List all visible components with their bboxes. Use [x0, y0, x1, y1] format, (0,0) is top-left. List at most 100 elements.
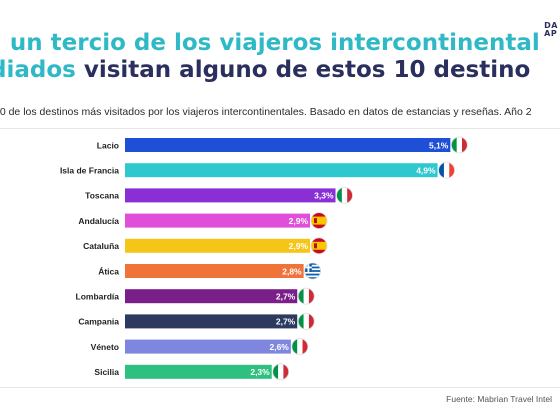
flag-stripe: [308, 288, 315, 305]
flag-cross: [307, 263, 310, 272]
flag-ring: [438, 161, 455, 179]
category-label: Andalucía: [78, 216, 119, 226]
headline-rest: visitan alguno de estos 10 destino: [75, 57, 531, 83]
flag-body: [304, 263, 321, 279]
flag-stripe: [304, 266, 321, 269]
headline: i un tercio de los viajeros intercontine…: [0, 30, 560, 84]
value-label: 2,8%: [282, 266, 302, 276]
flag-stripe: [304, 273, 321, 276]
flag-ring: [291, 338, 309, 356]
flag-stripe: [449, 162, 455, 179]
flag-stripe: [311, 216, 327, 225]
flag-ring: [297, 287, 315, 305]
category-label: Lombardía: [76, 292, 120, 302]
flag-icon-italy: [297, 312, 315, 330]
logo-line-2: AP: [544, 29, 558, 38]
flag-icon-italy: [297, 287, 315, 305]
flag-emblem: [314, 218, 317, 224]
value-label: 4,9%: [416, 166, 436, 176]
flag-stripe: [303, 288, 310, 305]
flag-ring: [310, 212, 328, 229]
flag-ring: [272, 363, 290, 381]
flag-ring: [304, 262, 322, 280]
category-label: Isla de Francia: [60, 166, 119, 176]
bar-2: [125, 163, 438, 178]
headline-line-2: diados visitan alguno de estos 10 destin…: [0, 57, 560, 84]
category-label: Ática: [98, 266, 119, 276]
flag-stripe: [462, 137, 468, 153]
flag-icon-spain: [310, 212, 328, 229]
source-note: Fuente: Mabrian Travel Intel: [446, 394, 552, 404]
headline-accent-1: un tercio de los viajeros intercontinent…: [9, 30, 540, 56]
flag-stripe: [302, 338, 308, 355]
value-label: 2,3%: [250, 367, 270, 377]
bar-4: [125, 213, 310, 228]
value-label: 5,1%: [429, 140, 449, 150]
bar-5: [125, 238, 310, 253]
value-label: 2,7%: [276, 292, 296, 302]
flag-stripe: [303, 313, 310, 330]
flag-stripe: [308, 313, 315, 330]
bar-8: [125, 314, 298, 329]
flag-ring: [310, 237, 328, 255]
bar-chart: Lacio 5,1% Isla de Francia 4,9% Toscana 3,3% A…: [60, 136, 468, 381]
flag-body: [311, 237, 327, 254]
flag-icon-greece: [304, 262, 322, 280]
headline-line-1: i un tercio de los viajeros intercontine…: [0, 30, 560, 57]
category-label: Véneto: [91, 342, 119, 352]
flag-stripe: [272, 363, 279, 380]
flag-body: [336, 187, 353, 204]
flag-stripe: [297, 338, 303, 355]
bar-10: [125, 364, 272, 379]
chart-area: Lacio 5,1% Isla de Francia 4,9% Toscana 3,3% A…: [0, 128, 560, 388]
flag-body: [438, 162, 455, 179]
logo-line-1: DA: [544, 21, 558, 30]
flag-stripe: [341, 187, 348, 204]
flag-stripe: [336, 187, 343, 204]
value-label: 2,9%: [289, 241, 309, 251]
flag-body: [298, 288, 315, 305]
flag-stripe: [304, 277, 321, 279]
flag-icon-italy: [450, 136, 468, 154]
value-label: 2,9%: [289, 216, 309, 226]
flag-body: [311, 212, 327, 229]
flag-body: [291, 338, 308, 355]
flag-stripe: [304, 270, 321, 272]
bar-9: [125, 339, 291, 354]
value-label: 2,7%: [276, 317, 296, 327]
flag-ring: [336, 187, 353, 204]
flag-icon-italy: [272, 363, 290, 381]
flag-ring: [450, 136, 468, 154]
flag-stripe: [451, 137, 457, 153]
subtitle-text: 10 de los destinos más visitados por los…: [0, 106, 532, 118]
bar-7: [125, 289, 298, 304]
flag-stripe: [298, 313, 304, 330]
bar-3: [125, 188, 336, 203]
flag-body: [272, 363, 289, 380]
bar-1: [125, 138, 451, 152]
bar-6: [125, 264, 304, 278]
flag-stripe: [438, 162, 445, 179]
flag-emblem: [314, 243, 317, 249]
flag-stripe: [443, 162, 450, 179]
headline-accent-2: diados: [0, 57, 76, 83]
flag-stripe: [278, 363, 284, 380]
chart-subtitle: 10 de los destinos más visitados por los…: [0, 106, 560, 118]
brand-logo: DA AP: [544, 22, 558, 38]
category-label: Campania: [78, 317, 119, 327]
value-label: 3,3%: [314, 191, 334, 201]
flag-icon-italy: [336, 187, 353, 204]
flag-icon-italy: [291, 338, 309, 356]
headline-lead: i: [0, 30, 10, 56]
category-label: Toscana: [85, 191, 119, 201]
flag-body: [298, 313, 315, 330]
flag-stripe: [291, 338, 298, 355]
flag-body: [451, 137, 468, 153]
flag-stripe: [304, 263, 321, 265]
flag-stripe: [311, 241, 327, 250]
flag-icon-spain: [310, 237, 328, 255]
flag-stripe: [283, 363, 289, 380]
flag-ring: [297, 312, 315, 330]
category-label: Lacio: [97, 140, 119, 150]
category-label: Sicilia: [94, 367, 119, 377]
